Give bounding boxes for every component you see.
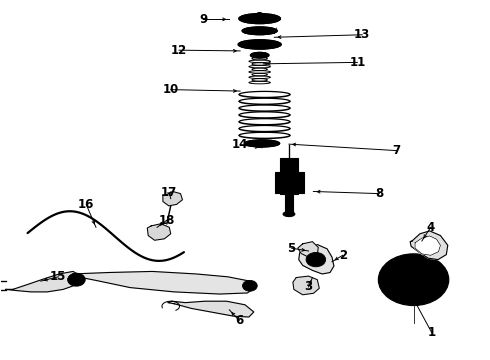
Ellipse shape [242, 27, 277, 35]
Polygon shape [73, 271, 255, 294]
Bar [285, 193, 293, 212]
Text: 6: 6 [235, 314, 243, 327]
Text: 17: 17 [161, 186, 177, 199]
Ellipse shape [245, 140, 280, 147]
Text: 1: 1 [428, 326, 436, 339]
Ellipse shape [238, 40, 281, 49]
Text: 14: 14 [232, 138, 248, 151]
Text: 13: 13 [354, 28, 370, 41]
Ellipse shape [252, 17, 267, 21]
Text: 9: 9 [199, 13, 208, 26]
Text: 4: 4 [427, 221, 435, 234]
Bar [298, 172, 304, 193]
Bar [275, 172, 281, 193]
Polygon shape [5, 271, 81, 292]
Circle shape [387, 260, 441, 300]
Ellipse shape [283, 212, 295, 217]
Text: 18: 18 [159, 214, 175, 227]
Polygon shape [163, 192, 182, 206]
Polygon shape [298, 242, 319, 257]
Ellipse shape [250, 52, 269, 58]
Text: 2: 2 [339, 249, 347, 262]
Text: 10: 10 [163, 83, 179, 96]
Text: 7: 7 [392, 144, 400, 157]
Circle shape [68, 273, 85, 286]
Circle shape [243, 280, 257, 291]
Polygon shape [410, 231, 448, 260]
Text: 5: 5 [287, 242, 295, 255]
Polygon shape [299, 244, 334, 274]
Circle shape [306, 252, 326, 267]
Circle shape [378, 254, 449, 306]
Text: 11: 11 [349, 56, 366, 69]
Bar [280, 158, 298, 194]
Polygon shape [168, 301, 254, 317]
Polygon shape [293, 276, 319, 295]
Polygon shape [415, 236, 441, 255]
Polygon shape [147, 224, 171, 240]
Circle shape [405, 273, 422, 286]
Ellipse shape [257, 13, 262, 15]
Text: 12: 12 [171, 44, 187, 57]
Text: 3: 3 [304, 280, 313, 293]
Text: 16: 16 [78, 198, 95, 211]
Text: 8: 8 [375, 187, 384, 200]
Ellipse shape [239, 14, 280, 24]
Text: 15: 15 [50, 270, 67, 283]
